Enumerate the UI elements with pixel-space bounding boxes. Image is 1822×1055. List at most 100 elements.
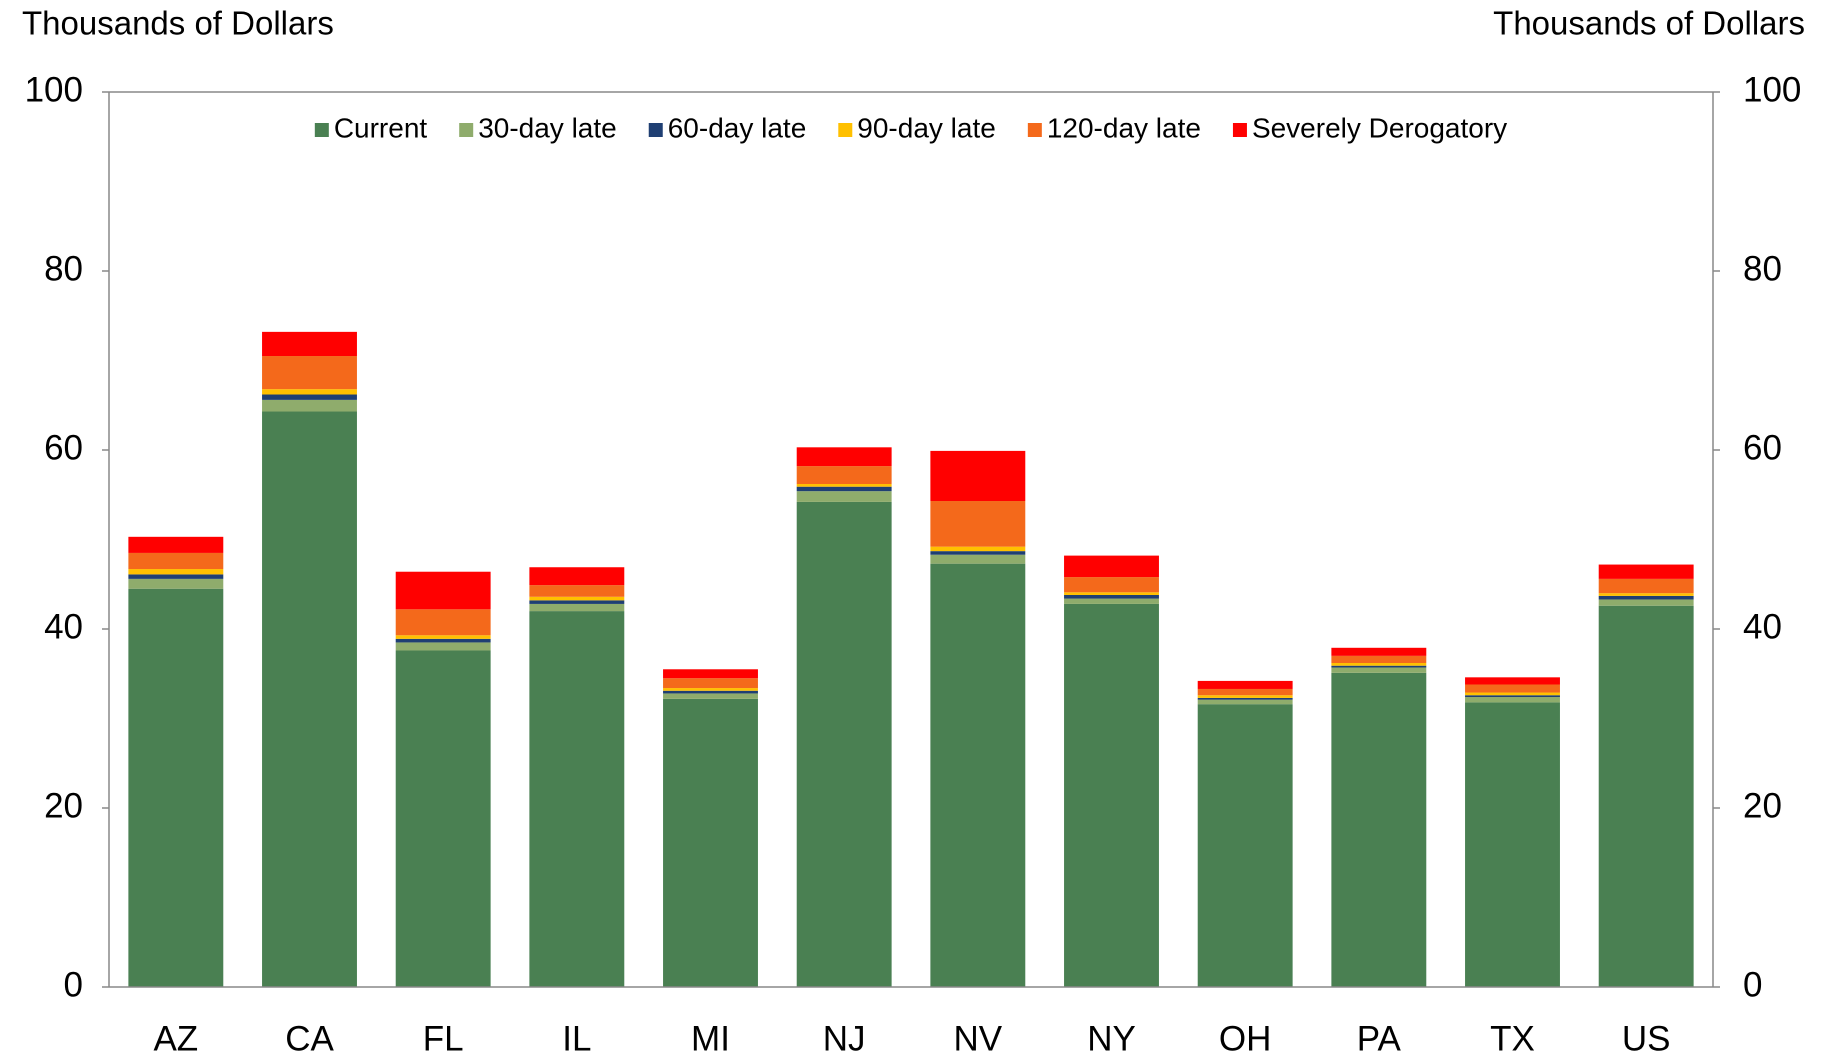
bar-segment xyxy=(1197,680,1293,689)
x-tick-label: PA xyxy=(1357,1019,1402,1055)
bar-segment xyxy=(1465,684,1560,693)
bar-segment xyxy=(796,491,892,502)
bar-segment xyxy=(262,399,357,412)
x-tick-label: IL xyxy=(562,1019,591,1055)
legend-label: 60-day late xyxy=(668,112,807,143)
legend-swatch xyxy=(459,123,474,137)
bar-segment xyxy=(1598,578,1694,594)
legend-swatch xyxy=(648,123,663,137)
bar-segment xyxy=(1197,699,1293,705)
y2-tick-label: 100 xyxy=(1743,70,1801,109)
bar-segment xyxy=(930,450,1026,502)
bar-segment xyxy=(930,554,1026,564)
bar-segment xyxy=(930,501,1026,547)
bar-segment xyxy=(796,447,892,467)
bar-segment xyxy=(395,571,491,610)
bar-segment xyxy=(395,638,491,643)
bar-segment xyxy=(128,569,224,575)
y-tick-label: 0 xyxy=(64,965,83,1004)
bar-segment xyxy=(930,546,1026,552)
bar-segment xyxy=(930,563,1026,987)
x-tick-label: CA xyxy=(285,1019,334,1055)
bar-segment xyxy=(1197,695,1293,698)
bar-segment xyxy=(1598,595,1694,600)
x-tick-label: NY xyxy=(1087,1019,1136,1055)
bar-segment xyxy=(1064,577,1159,593)
bar-segment xyxy=(1197,704,1293,987)
bar-segment xyxy=(1331,647,1427,656)
bar-segment xyxy=(796,486,892,492)
bar-segment xyxy=(663,669,758,679)
y-axis-label: Thousands of Dollars xyxy=(22,5,334,42)
bar-segment xyxy=(1598,599,1694,606)
bar-segment xyxy=(1331,655,1427,664)
legend-label: 120-day late xyxy=(1047,112,1201,143)
bar-segment xyxy=(1064,592,1159,595)
bar-segment xyxy=(1064,598,1159,604)
bar-segment xyxy=(663,693,758,699)
y-tick-label: 100 xyxy=(25,70,83,109)
legend-label: Severely Derogatory xyxy=(1252,112,1507,143)
bar-segment xyxy=(128,578,224,589)
bar-segment xyxy=(529,567,625,586)
bar-segment xyxy=(1064,555,1159,578)
bar-segment xyxy=(1598,605,1694,987)
bar-segment xyxy=(1197,697,1293,700)
y-tick-label: 80 xyxy=(44,249,83,288)
x-tick-label: FL xyxy=(423,1019,464,1055)
bar-segment xyxy=(1331,663,1427,666)
y-tick-label: 60 xyxy=(44,428,83,467)
bar-segment xyxy=(1197,688,1293,696)
bar-segment xyxy=(529,600,625,604)
bar-segment xyxy=(1465,695,1560,698)
y2-tick-label: 20 xyxy=(1743,786,1782,825)
x-tick-label: OH xyxy=(1219,1019,1272,1055)
x-tick-label: AZ xyxy=(153,1019,198,1055)
bar-segment xyxy=(1465,697,1560,703)
bar-segment xyxy=(1331,665,1427,668)
bar-segment xyxy=(663,698,758,987)
bar-segment xyxy=(128,536,224,553)
bar-segment xyxy=(663,678,758,689)
y-tick-label: 40 xyxy=(44,607,83,646)
bar-segment xyxy=(1331,672,1427,987)
y2-tick-label: 80 xyxy=(1743,249,1782,288)
bar-segment xyxy=(1064,603,1159,987)
y2-axis-label: Thousands of Dollars xyxy=(1493,5,1805,42)
legend-swatch xyxy=(314,123,329,137)
legend-swatch xyxy=(838,123,853,137)
x-tick-label: TX xyxy=(1490,1019,1535,1055)
y2-tick-label: 0 xyxy=(1743,965,1762,1004)
bar-segment xyxy=(1331,667,1427,673)
legend-swatch xyxy=(1232,123,1247,137)
bar-segment xyxy=(262,331,357,357)
x-tick-label: NJ xyxy=(823,1019,866,1055)
legend-swatch xyxy=(1027,123,1042,137)
legend-label: 30-day late xyxy=(478,112,617,143)
bar-segment xyxy=(663,688,758,691)
legend-label: 90-day late xyxy=(857,112,996,143)
legend-label: Current xyxy=(334,112,428,143)
bar-segment xyxy=(930,551,1026,555)
y2-tick-label: 60 xyxy=(1743,428,1782,467)
bar-segment xyxy=(1598,564,1694,579)
y-tick-label: 20 xyxy=(44,786,83,825)
bar-segment xyxy=(796,501,892,987)
bar-segment xyxy=(1598,593,1694,596)
bar-segment xyxy=(1465,677,1560,685)
y2-tick-label: 40 xyxy=(1743,607,1782,646)
bar-segment xyxy=(395,609,491,636)
x-tick-label: US xyxy=(1622,1019,1671,1055)
x-tick-label: MI xyxy=(691,1019,730,1055)
bar-segment xyxy=(529,603,625,612)
bar-segment xyxy=(262,389,357,395)
bar-segment xyxy=(1465,702,1560,987)
bar-segment xyxy=(262,411,357,987)
x-tick-label: NV xyxy=(954,1019,1003,1055)
bar-segment xyxy=(1064,594,1159,599)
bar-segment xyxy=(663,690,758,694)
bar-segment xyxy=(529,596,625,601)
bar-segment xyxy=(262,394,357,400)
bar-segment xyxy=(395,642,491,651)
